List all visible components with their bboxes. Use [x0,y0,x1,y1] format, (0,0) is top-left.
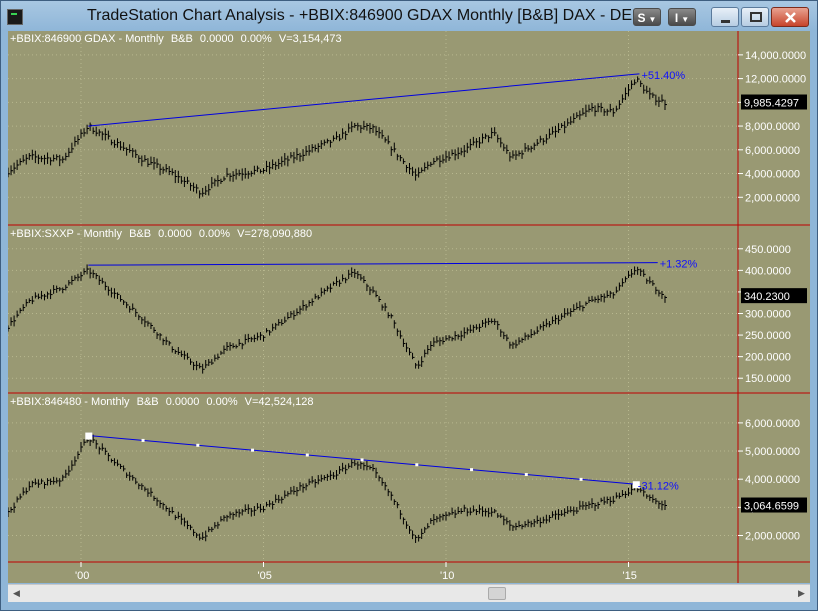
y-tick-label: 450.0000 [745,244,791,256]
chart-canvas[interactable]: 14,000.000012,000.000010,000.00008,000.0… [8,31,810,583]
trend-percent-label: -31.12% [638,480,679,492]
x-tick-label: '10 [440,570,454,582]
scroll-left-icon[interactable]: ◀ [13,588,20,598]
chart-area[interactable]: 14,000.000012,000.000010,000.00008,000.0… [8,31,810,583]
trendline-midpoint-handle [470,468,474,472]
title-bar[interactable]: TradeStation Chart Analysis - +BBIX:8469… [1,1,817,31]
minimize-icon [721,20,730,23]
trend-percent-label: +1.32% [660,259,698,271]
trendline-midpoint-handle [196,443,200,447]
current-price-box [741,497,807,513]
trendline-midpoint-handle [415,463,419,467]
window-title: TradeStation Chart Analysis - +BBIX:8469… [87,7,632,24]
trendline-midpoint-handle [524,473,528,477]
minimize-button[interactable] [711,7,739,27]
trendline-midpoint-handle [360,458,364,462]
trendline [88,73,640,127]
trendline-end-handle [632,481,640,489]
panel-3-header: +BBIX:846480 - Monthly B&B 0.0000 0.00% … [10,396,314,408]
trendline-midpoint-handle [251,448,255,452]
y-tick-label: 4,000.0000 [745,474,800,486]
y-tick-label: 150.0000 [745,373,791,385]
panel-2-header: +BBIX:SXXP - Monthly B&B 0.0000 0.00% V=… [10,228,313,240]
x-tick-label: '00 [75,570,89,582]
y-tick-label: 2,000.0000 [745,192,800,204]
y-tick-label: 12,000.0000 [745,74,806,86]
panel-1-header: +BBIX:846900 GDAX - Monthly B&B 0.0000 0… [10,33,342,45]
y-tick-label: 14,000.0000 [745,50,806,62]
current-price-label: 9,985.4297 [744,98,799,110]
current-price-box [741,94,807,110]
dropdown-caret-icon: ▼ [648,15,657,24]
dropdown-caret-icon: ▼ [681,15,690,24]
scroll-right-icon[interactable]: ▶ [798,588,805,598]
trendline-midpoint-handle [141,438,145,442]
y-tick-label: 8,000.0000 [745,121,800,133]
s-menu-button[interactable]: S ▼ [633,8,661,26]
trend-percent-label: +51.40% [641,70,685,82]
trendline-midpoint-handle [305,453,309,457]
x-tick-label: '15 [623,570,637,582]
current-price-label: 3,064.6599 [744,501,799,513]
trendline [88,262,658,266]
y-tick-label: 300.0000 [745,309,791,321]
horizontal-scrollbar[interactable]: ◀ ▶ [8,584,810,602]
y-tick-label: 6,000.0000 [745,418,800,430]
maximize-icon [750,12,762,22]
trendline-start-handle [85,432,93,440]
y-tick-label: 250.0000 [745,330,791,342]
scroll-thumb[interactable] [488,587,506,600]
current-price-box [741,288,807,304]
y-tick-label: 5,000.0000 [745,446,800,458]
x-tick-label: '05 [258,570,272,582]
y-tick-label: 2,000.0000 [745,530,800,542]
close-icon [785,12,796,23]
close-button[interactable] [771,7,809,27]
trendline-midpoint-handle [579,477,583,481]
maximize-button[interactable] [741,7,769,27]
y-tick-label: 200.0000 [745,352,791,364]
tradestation-app-icon[interactable] [7,9,23,25]
y-tick-label: 6,000.0000 [745,145,800,157]
i-menu-button[interactable]: I ▼ [668,8,696,26]
y-tick-label: 4,000.0000 [745,169,800,181]
y-tick-label: 400.0000 [745,265,791,277]
current-price-label: 340.2300 [744,291,790,303]
